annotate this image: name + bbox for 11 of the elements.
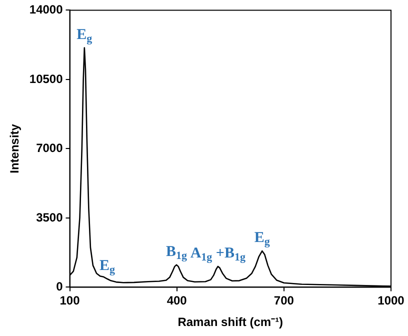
y-tick-label: 0 xyxy=(56,280,64,294)
y-tick-label: 10500 xyxy=(29,72,64,86)
x-tick-label: 1000 xyxy=(378,294,405,308)
y-tick-label: 14000 xyxy=(29,2,64,17)
x-tick-label: 700 xyxy=(274,294,294,308)
x-tick-label: 400 xyxy=(166,294,188,308)
y-tick-label: 7000 xyxy=(36,141,64,156)
y-axis-title: Intensity xyxy=(8,124,22,174)
y-tick-label: 3500 xyxy=(36,210,64,224)
x-axis-title: Raman shift (cm⁻¹) xyxy=(178,315,284,330)
x-tick-label: 100 xyxy=(60,294,80,308)
